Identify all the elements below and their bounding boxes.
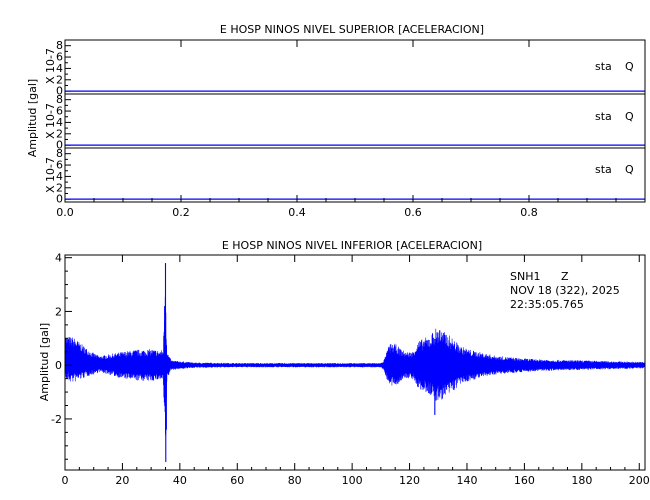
- top-panel-3-station-label: sta: [595, 163, 612, 176]
- bottom-x-tick-label: 200: [629, 474, 650, 487]
- top-panel-3-y-tick-label: 4: [56, 170, 63, 183]
- top-panel-1-unit-label: X 10-7: [44, 48, 57, 84]
- top-panel-1-y-tick-label: 4: [56, 62, 63, 75]
- top-y-axis-label: Amplitud [gal]: [26, 79, 39, 157]
- acceleration-trace: [64, 297, 646, 437]
- top-panel-2-y-tick-label: 8: [56, 93, 63, 106]
- bottom-x-tick-label: 0: [62, 474, 69, 487]
- top-panel-3-unit-label: X 10-7: [44, 157, 57, 193]
- bottom-chart-title: E HOSP NINOS NIVEL INFERIOR [ACELERACION…: [222, 239, 482, 252]
- bottom-x-tick-label: 20: [115, 474, 129, 487]
- bottom-x-tick-label: 100: [342, 474, 363, 487]
- top-panel-1-y-tick-label: 6: [56, 51, 63, 64]
- record-date: NOV 18 (322), 2025: [510, 284, 620, 297]
- top-panel-3-y-tick-label: 8: [56, 147, 63, 160]
- bottom-x-tick-label: 120: [399, 474, 420, 487]
- component-label: Z: [561, 270, 569, 283]
- top-chart-title: E HOSP NINOS NIVEL SUPERIOR [ACELERACION…: [220, 23, 484, 36]
- top-x-tick-label: 0.4: [288, 206, 306, 219]
- top-panel-3-y-tick-label: 0: [56, 193, 63, 206]
- bottom-x-axis-ticks: 0 20 40 60 80 100 120 140 160 180 200: [62, 255, 650, 487]
- bottom-y-tick-label: -2: [51, 413, 62, 426]
- top-panel-1-component-label: Q: [625, 60, 634, 73]
- bottom-chart: E HOSP NINOS NIVEL INFERIOR [ACELERACION…: [38, 239, 650, 487]
- top-panel-1-y-tick-label: 0: [56, 85, 63, 98]
- top-panel-2-station-label: sta: [595, 110, 612, 123]
- top-panel-3-y-tick-label: 2: [56, 181, 63, 194]
- top-panel-2-y-tick-label: 2: [56, 127, 63, 140]
- bottom-y-axis-ticks: 4 2 0 -2: [51, 252, 72, 460]
- top-panel-1-station-label: sta: [595, 60, 612, 73]
- bottom-y-axis-label: Amplitud [gal]: [38, 323, 51, 401]
- top-x-tick-label: 0.6: [404, 206, 422, 219]
- bottom-x-tick-label: 40: [173, 474, 187, 487]
- acceleration-spikes: [164, 263, 441, 462]
- bottom-y-tick-label: 4: [55, 252, 62, 265]
- bottom-y-tick-label: 2: [55, 305, 62, 318]
- top-panel-3-component-label: Q: [625, 163, 634, 176]
- top-panel-2-component-label: Q: [625, 110, 634, 123]
- record-time: 22:35:05.765: [510, 298, 584, 311]
- bottom-x-tick-label: 140: [456, 474, 477, 487]
- top-panel-2-y-tick-label: 6: [56, 105, 63, 118]
- top-x-axis-ticks: 0.0 0.2 0.4 0.6 0.8: [56, 40, 617, 219]
- top-panel-2-y-tick-label: 4: [56, 116, 63, 129]
- top-panel-3-y-tick-label: 6: [56, 159, 63, 172]
- top-panel-2-unit-label: X 10-7: [44, 103, 57, 139]
- top-panel-1-y-tick-label: 8: [56, 39, 63, 52]
- station-label: SNH1: [510, 270, 540, 283]
- bottom-x-tick-label: 160: [514, 474, 535, 487]
- bottom-x-tick-label: 80: [288, 474, 302, 487]
- top-panel-1-y-tick-label: 2: [56, 73, 63, 86]
- top-panel-2-y-tick-label: 0: [56, 139, 63, 152]
- bottom-x-tick-label: 180: [571, 474, 592, 487]
- bottom-y-tick-label: 0: [55, 359, 62, 372]
- top-x-tick-label: 0.8: [520, 206, 538, 219]
- bottom-x-tick-label: 60: [230, 474, 244, 487]
- top-chart: E HOSP NINOS NIVEL SUPERIOR [ACELERACION…: [26, 23, 646, 219]
- top-x-tick-label: 0.2: [172, 206, 190, 219]
- top-x-tick-label: 0.0: [56, 206, 74, 219]
- bottom-chart-frame: [64, 254, 646, 471]
